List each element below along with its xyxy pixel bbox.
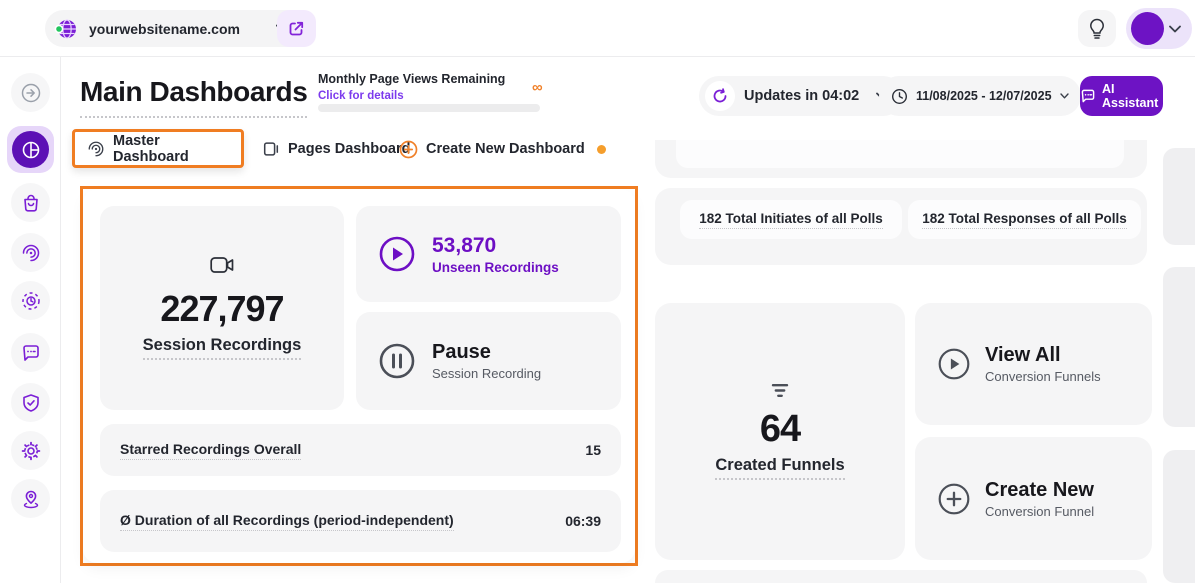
sidebar-item-recordings[interactable] xyxy=(11,233,50,272)
unseen-recordings-value: 53,870 xyxy=(432,233,497,257)
created-funnels-label: Created Funnels xyxy=(715,456,845,480)
sidebar-item-journeys[interactable] xyxy=(11,479,50,518)
tab-master-dashboard[interactable]: Master Dashboard xyxy=(72,129,244,168)
ideas-button[interactable] xyxy=(1078,10,1116,47)
session-recordings-value: 227,797 xyxy=(160,288,284,329)
website-name: yourwebsitename.com xyxy=(89,20,240,37)
offscreen-card-edge xyxy=(1163,267,1195,427)
create-funnel-card[interactable]: Create New Conversion Funnel xyxy=(915,437,1152,560)
external-link-icon xyxy=(288,20,305,37)
spiral-icon xyxy=(21,243,41,263)
shopping-bag-icon xyxy=(21,193,41,213)
tab-create-new-dashboard[interactable]: Create New Dashboard xyxy=(399,136,606,162)
dashed-circle-clock-icon xyxy=(21,291,41,311)
sidebar-item-dashboards[interactable] xyxy=(7,126,54,173)
spiral-icon xyxy=(87,140,105,158)
starred-recordings-value: 15 xyxy=(585,442,601,458)
avg-duration-label: Ø Duration of all Recordings (period-ind… xyxy=(120,512,454,531)
video-camera-icon xyxy=(209,256,235,274)
chat-bubble-icon xyxy=(1080,88,1096,104)
ai-assistant-label: AI Assistant xyxy=(1102,82,1159,110)
sidebar-item-feedback[interactable] xyxy=(11,333,50,372)
page-views-progress-bar xyxy=(318,104,540,112)
sidebar xyxy=(0,57,61,583)
unseen-recordings-label: Unseen Recordings xyxy=(432,259,559,275)
chat-bubble-icon xyxy=(21,343,41,363)
sidebar-item-settings[interactable] xyxy=(11,431,50,470)
offscreen-card-edge xyxy=(1163,148,1195,245)
starred-recordings-row[interactable]: Starred Recordings Overall 15 xyxy=(100,424,621,476)
user-menu[interactable] xyxy=(1126,8,1192,49)
page-views-details-link[interactable]: Click for details xyxy=(318,90,404,102)
plus-circle-icon xyxy=(399,140,418,159)
updates-label: Updates in 04:02 xyxy=(744,88,860,104)
pages-layout-icon xyxy=(262,140,280,158)
page-title: Main Dashboards xyxy=(80,76,308,118)
sidebar-item-heatmaps[interactable] xyxy=(11,281,50,320)
pause-circle-icon xyxy=(378,342,416,380)
poll-initiates-pill[interactable]: 182 Total Initiates of all Polls xyxy=(680,200,902,239)
sidebar-item-ecommerce[interactable] xyxy=(11,183,50,222)
top-bar: yourwebsitename.com xyxy=(0,0,1195,57)
play-circle-icon xyxy=(378,235,416,273)
avg-duration-row[interactable]: Ø Duration of all Recordings (period-ind… xyxy=(100,490,621,552)
location-pin-icon xyxy=(21,489,41,509)
tab-label: Pages Dashboard xyxy=(288,141,411,157)
pause-title: Pause xyxy=(432,341,491,363)
highlight-rectangle xyxy=(80,186,638,566)
expand-arrow-icon xyxy=(20,82,42,104)
open-website-button[interactable] xyxy=(277,10,316,47)
pause-recording-card[interactable]: Pause Session Recording xyxy=(356,312,621,410)
sidebar-expand-button[interactable] xyxy=(11,73,50,112)
infinity-icon: ∞ xyxy=(532,79,543,96)
partial-card-bottom xyxy=(655,570,1147,583)
create-funnel-title: Create New xyxy=(985,478,1094,501)
updates-dropdown[interactable]: Updates in 04:02 xyxy=(699,76,904,116)
tab-label: Master Dashboard xyxy=(113,132,189,165)
funnel-icon xyxy=(770,383,790,399)
dashboard-pie-icon xyxy=(21,140,41,160)
lightbulb-icon xyxy=(1088,18,1106,40)
refresh-icon xyxy=(705,81,735,111)
page-views-block: Monthly Page Views Remaining Click for d… xyxy=(318,72,556,104)
shield-check-icon xyxy=(21,393,41,413)
poll-initiates-label: 182 Total Initiates of all Polls xyxy=(699,211,883,229)
view-all-subtitle: Conversion Funnels xyxy=(985,369,1101,384)
created-funnels-value: 64 xyxy=(759,408,801,450)
poll-responses-pill[interactable]: 182 Total Responses of all Polls xyxy=(908,200,1141,239)
unseen-recordings-card[interactable]: 53,870 Unseen Recordings xyxy=(356,206,621,302)
date-range-picker[interactable]: 11/08/2025 - 12/07/2025 xyxy=(879,76,1081,116)
session-recordings-card[interactable]: 227,797 Session Recordings xyxy=(100,206,344,410)
plus-circle-icon xyxy=(937,482,971,516)
avatar xyxy=(1131,12,1164,45)
play-circle-icon xyxy=(937,347,971,381)
view-all-title: View All xyxy=(985,344,1061,366)
view-all-funnels-card[interactable]: View All Conversion Funnels xyxy=(915,303,1152,425)
poll-responses-label: 182 Total Responses of all Polls xyxy=(922,211,1127,229)
page-views-label: Monthly Page Views Remaining xyxy=(318,72,506,86)
create-funnel-subtitle: Conversion Funnel xyxy=(985,503,1095,519)
session-recordings-label: Session Recordings xyxy=(142,336,302,360)
partial-card-top-inner xyxy=(676,140,1124,168)
website-selector[interactable]: yourwebsitename.com xyxy=(45,10,306,47)
chevron-down-icon xyxy=(1059,93,1069,99)
notification-dot xyxy=(596,144,606,154)
created-funnels-card[interactable]: 64 Created Funnels xyxy=(655,303,905,560)
globe-icon xyxy=(53,16,79,42)
gear-icon xyxy=(21,441,41,461)
tab-pages-dashboard[interactable]: Pages Dashboard xyxy=(262,136,411,162)
pause-subtitle: Session Recording xyxy=(432,366,542,381)
starred-recordings-label: Starred Recordings Overall xyxy=(120,441,302,460)
chevron-down-icon xyxy=(1169,25,1181,33)
clock-icon xyxy=(891,88,908,105)
sidebar-item-compliance[interactable] xyxy=(11,383,50,422)
date-range-label: 11/08/2025 - 12/07/2025 xyxy=(916,89,1052,103)
avg-duration-value: 06:39 xyxy=(565,513,601,529)
tab-label: Create New Dashboard xyxy=(426,141,585,157)
ai-assistant-button[interactable]: AI Assistant xyxy=(1080,76,1163,116)
offscreen-card-edge xyxy=(1163,450,1195,583)
